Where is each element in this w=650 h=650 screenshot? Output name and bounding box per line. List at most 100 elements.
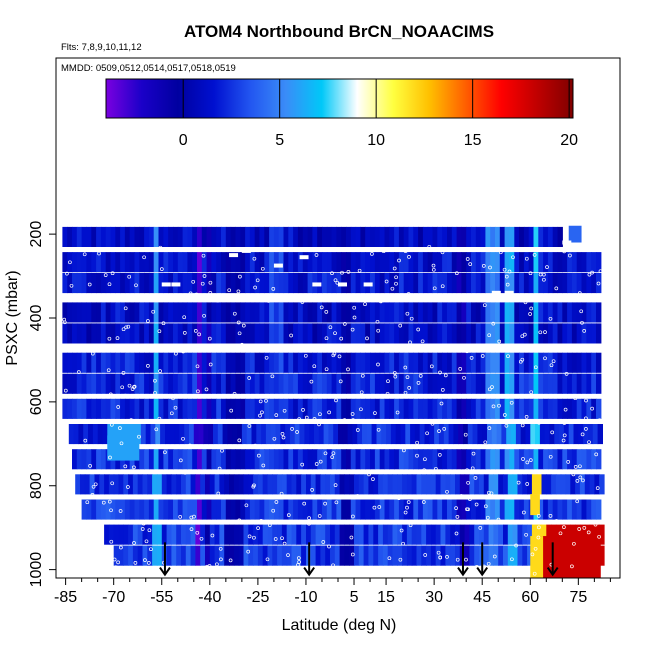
sample-marker [350,327,355,332]
heatmap-cell [67,252,73,273]
sample-marker [238,274,242,279]
heatmap-cell [576,373,583,394]
flight-level-marker [363,282,373,287]
sample-marker [202,313,206,318]
heatmap-cell [81,323,87,344]
heatmap-cell [177,499,184,520]
heatmap-cell [480,302,486,323]
heatmap-cell [158,373,164,394]
heatmap-cell [495,226,501,247]
heatmap-cell [471,226,477,247]
sample-marker [300,300,305,304]
heatmap-cell [123,524,129,545]
heatmap-cell [293,302,299,323]
heatmap-cell [384,302,390,323]
heatmap-cell [581,499,587,520]
heatmap-cell [586,323,592,344]
heatmap-cell [336,499,342,520]
heatmap-cell [330,474,336,495]
heatmap-cell [392,474,398,495]
heatmap-cell [490,226,496,247]
heatmap-cell [522,545,528,566]
heatmap-cell [120,273,126,294]
heatmap-cell [554,424,560,445]
sample-marker [295,430,299,434]
heatmap-cell [442,273,448,294]
heatmap-cell [499,373,506,394]
heatmap-cell [475,273,482,294]
heatmap-cell [331,226,337,247]
heatmap-cell [187,323,193,344]
heatmap-cell [62,273,68,294]
heatmap-cell [113,524,120,545]
heatmap-cell [389,352,395,373]
heatmap-cell [430,545,437,566]
sample-marker [371,477,375,481]
heatmap-cell [538,352,544,373]
sample-marker [119,545,123,550]
heatmap-cell [144,273,150,294]
heatmap-cell [277,474,283,495]
heatmap-cell [555,524,562,545]
heatmap-cell [451,373,458,394]
heatmap-cell [576,449,583,470]
heatmap-cell [490,373,496,394]
heatmap-cell [206,302,212,323]
heatmap-cell [503,545,509,566]
heatmap-cell [360,302,366,323]
sample-marker [409,316,414,321]
heatmap-cell [344,545,350,566]
flight-level-marker [466,297,476,302]
heatmap-cell [134,226,140,247]
heatmap-cell [435,474,442,495]
heatmap-cell [197,323,203,344]
heatmap-cell [264,499,270,520]
heatmap-cell [413,373,419,394]
heatmap-cell [115,323,121,344]
sample-marker [207,564,212,568]
sample-marker [359,390,364,395]
heatmap-cell [350,499,357,520]
heatmap-cell [291,474,297,495]
heatmap-cell [418,226,424,247]
heatmap-cell [485,323,491,344]
sample-marker [80,567,85,572]
heatmap-cell [309,424,315,445]
heatmap-cell [225,499,232,520]
heatmap-cell [490,499,496,520]
sample-marker [439,401,444,406]
heatmap-cell [371,424,377,445]
heatmap-cell [201,252,208,273]
heatmap-cell [160,424,166,445]
heatmap-cell [560,524,567,545]
heatmap-cell [105,323,112,344]
sample-marker [182,315,187,320]
heatmap-cell [229,545,235,566]
heatmap-cell [166,524,172,545]
sample-marker [108,392,113,397]
heatmap-cell [76,252,83,273]
heatmap-cell [432,226,438,247]
heatmap-cell [530,424,536,445]
heatmap-cell [307,373,313,394]
heatmap-cell [523,226,530,247]
heatmap-cell [251,424,257,445]
heatmap-cell [307,252,313,273]
heatmap-cell [140,424,147,445]
heatmap-cell [259,373,265,394]
sample-marker [376,328,381,333]
heatmap-cell [397,474,403,495]
heatmap-cell [408,499,414,520]
heatmap-cell [272,474,278,495]
sample-marker [481,264,486,268]
sample-marker [573,465,578,469]
heatmap-cell [394,352,400,373]
heatmap-cell [104,524,110,545]
heatmap-cell [163,302,169,323]
heatmap-cell [408,302,414,323]
heatmap-cell [597,424,603,445]
arrow-head [476,566,489,577]
heatmap-cell [278,352,285,373]
sample-marker [462,375,466,380]
heatmap-cell [144,499,150,520]
